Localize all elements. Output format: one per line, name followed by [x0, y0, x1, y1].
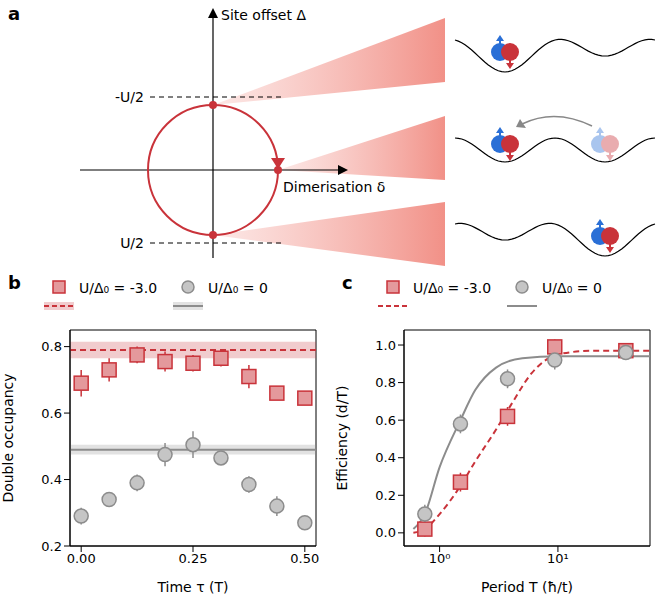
svg-text:0.6: 0.6	[41, 406, 62, 421]
svg-text:Double occupancy: Double occupancy	[0, 373, 16, 502]
svg-text:Site offset Δ: Site offset Δ	[221, 7, 306, 23]
svg-text:10¹: 10¹	[547, 551, 569, 566]
svg-text:0.00: 0.00	[67, 551, 96, 566]
svg-text:Dimerisation δ: Dimerisation δ	[283, 179, 385, 195]
svg-text:Period T (ħ/t): Period T (ħ/t)	[481, 579, 573, 595]
svg-text:0.25: 0.25	[179, 551, 208, 566]
svg-text:0.4: 0.4	[41, 472, 62, 487]
svg-text:1.0: 1.0	[375, 338, 396, 353]
svg-text:0.8: 0.8	[41, 339, 62, 354]
html-text:c: c	[342, 272, 353, 293]
svg-text:a: a	[8, 3, 20, 24]
svg-text:U/2: U/2	[120, 235, 144, 251]
svg-text:0.0: 0.0	[375, 525, 396, 540]
svg-text:0.6: 0.6	[375, 413, 396, 428]
html-text:U/Δ₀ = 0: U/Δ₀ = 0	[542, 280, 602, 296]
svg-text:0.50: 0.50	[290, 551, 319, 566]
svg-text:10⁰: 10⁰	[429, 551, 451, 566]
svg-text:0.8: 0.8	[375, 375, 396, 390]
svg-text:Time τ (T): Time τ (T)	[156, 579, 228, 595]
svg-text:-U/2: -U/2	[115, 89, 144, 105]
svg-text:Efficiency (d/T): Efficiency (d/T)	[334, 386, 350, 491]
html-text:b: b	[8, 272, 21, 293]
svg-text:0.2: 0.2	[375, 488, 396, 503]
html-text:U/Δ₀ = -3.0: U/Δ₀ = -3.0	[413, 280, 492, 296]
html-text:U/Δ₀ = -3.0: U/Δ₀ = -3.0	[79, 280, 158, 296]
svg-text:0.4: 0.4	[375, 450, 396, 465]
svg-text:0.2: 0.2	[41, 539, 62, 554]
html-text:U/Δ₀ = 0: U/Δ₀ = 0	[208, 280, 268, 296]
